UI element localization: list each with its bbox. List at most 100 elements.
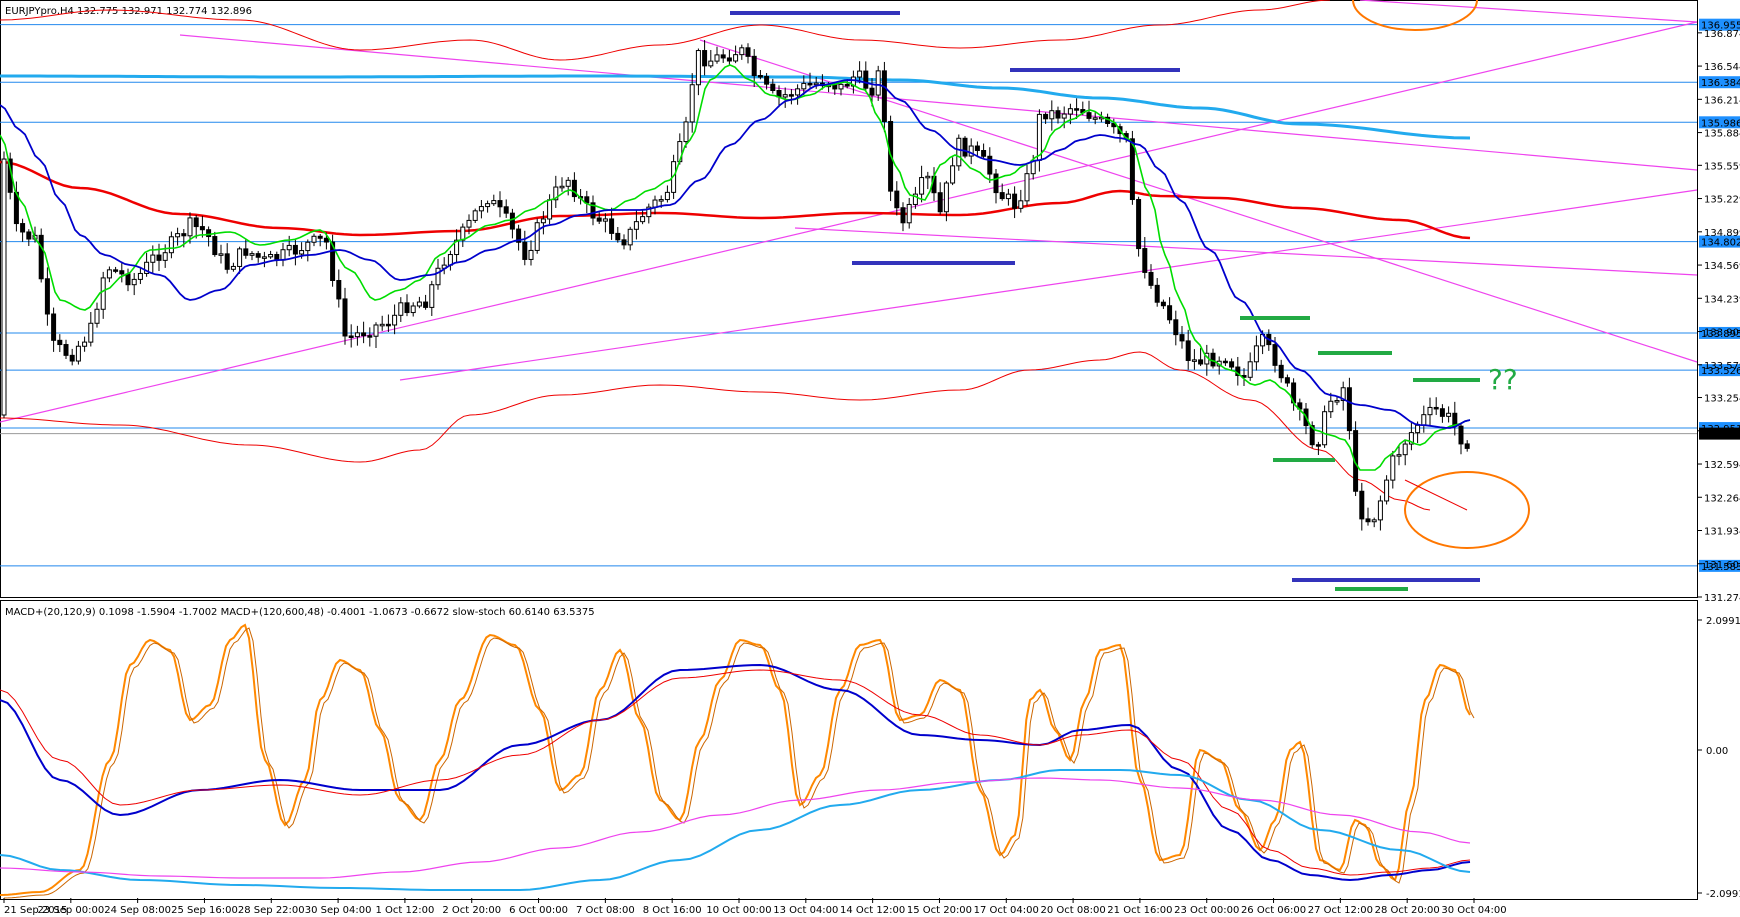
time-label: 27 Oct 12:00 xyxy=(1308,905,1373,916)
bear-candle xyxy=(1278,364,1284,379)
level-label-bg xyxy=(1699,364,1740,377)
bear-candle xyxy=(615,232,621,241)
bear-candle xyxy=(863,70,869,89)
bull-candle xyxy=(925,175,931,179)
bull-candle xyxy=(683,121,689,143)
bear-candle xyxy=(999,192,1005,200)
bear-candle xyxy=(516,228,522,243)
bear-candle xyxy=(317,235,323,239)
bear-candle xyxy=(981,150,987,157)
bull-candle xyxy=(187,217,193,237)
bear-candle xyxy=(1359,490,1365,520)
bull-candle xyxy=(131,278,137,286)
bear-candle xyxy=(113,269,119,272)
macd-long-main xyxy=(0,769,1471,891)
time-label: 20 Oct 08:00 xyxy=(1040,905,1105,916)
bull-candle xyxy=(94,308,100,324)
bull-candle xyxy=(547,199,553,220)
price-tick-label: 136.214 xyxy=(1704,95,1740,106)
price-tick-label: 131.934 xyxy=(1704,527,1740,538)
macd-main xyxy=(0,663,1471,882)
orange-ellipse-top xyxy=(1352,0,1478,31)
level-label-bg xyxy=(1699,76,1740,89)
bull-candle xyxy=(565,179,571,187)
bull-candle xyxy=(689,84,695,123)
bear-candle xyxy=(181,233,187,237)
price-tick-label: 133.909 xyxy=(1704,328,1740,339)
bull-candle xyxy=(652,199,658,208)
bull-candle xyxy=(137,272,143,280)
bear-candle xyxy=(770,83,776,92)
bull-candle xyxy=(485,203,491,208)
level-label: 133.526 xyxy=(1701,366,1740,377)
bull-candle xyxy=(1334,400,1340,403)
bear-candle xyxy=(757,75,763,78)
bear-candle xyxy=(193,217,199,228)
bear-candle xyxy=(199,226,205,231)
bull-candle xyxy=(249,253,255,256)
bear-candle xyxy=(1136,199,1142,250)
bear-candle xyxy=(1154,284,1160,303)
bull-candle xyxy=(664,191,670,201)
bear-candle xyxy=(881,70,887,122)
main-panel-frame xyxy=(0,0,1698,598)
time-label: 23 Sep 00:00 xyxy=(37,905,104,916)
time-label: 24 Sep 08:00 xyxy=(104,905,171,916)
bull-candle xyxy=(708,60,714,67)
bull-candle xyxy=(540,218,546,224)
bear-candle xyxy=(1309,425,1315,446)
cyan-ma xyxy=(0,74,1471,140)
bull-candle xyxy=(646,206,652,218)
bear-candle xyxy=(596,217,602,222)
bull-candle xyxy=(218,253,224,256)
bear-candle xyxy=(1458,425,1464,445)
bear-candle xyxy=(1365,518,1371,523)
bull-candle xyxy=(466,219,472,228)
bull-candle xyxy=(950,165,956,184)
bull-candle xyxy=(392,314,398,326)
bull-candle xyxy=(454,239,460,256)
bear-candle xyxy=(1210,352,1216,367)
bear-candle xyxy=(26,231,32,240)
price-tick-label: 134.569 xyxy=(1704,261,1740,272)
bull-candle xyxy=(850,76,856,87)
price-tick-label: 132.924 xyxy=(1704,427,1740,438)
bull-candle xyxy=(695,50,701,86)
bull-candle xyxy=(491,200,497,205)
level-label-bg xyxy=(1699,116,1740,129)
bear-candle xyxy=(1272,344,1278,366)
bull-candle xyxy=(435,267,441,286)
bear-candle xyxy=(832,84,838,90)
bear-candle xyxy=(522,241,528,260)
bull-candle xyxy=(1,158,7,416)
time-label: 30 Oct 04:00 xyxy=(1441,905,1506,916)
bull-candle xyxy=(1049,110,1055,120)
bull-candle xyxy=(714,54,720,62)
fast-ma-line xyxy=(0,64,1471,471)
bull-candle xyxy=(528,249,534,260)
sub-panel-frame xyxy=(0,600,1698,900)
bear-candle xyxy=(894,190,900,209)
bear-candle xyxy=(993,173,999,194)
bear-candle xyxy=(156,254,162,261)
bear-candle xyxy=(509,212,515,230)
time-label: 14 Oct 12:00 xyxy=(840,905,905,916)
slow-ma-line xyxy=(0,79,1471,429)
long-ma xyxy=(0,160,1471,240)
bull-candle xyxy=(559,185,565,189)
bull-candle xyxy=(1421,414,1427,426)
bull-candle xyxy=(602,218,608,222)
bear-candle xyxy=(323,237,329,243)
price-axis: 136.874 136.544 136.214 135.884 135.559 135.2… xyxy=(1698,29,1740,900)
bear-candle xyxy=(20,223,26,233)
bear-candle xyxy=(609,218,615,234)
bull-candle xyxy=(534,222,540,251)
sub-tick-label: 0.00 xyxy=(1706,746,1728,757)
bear-candle xyxy=(1148,271,1154,286)
bull-candle xyxy=(261,256,267,259)
chart-header: EURJPYpro,H4 132.775 132.971 132.774 132… xyxy=(5,6,252,17)
bear-candle xyxy=(497,200,503,208)
bull-candle xyxy=(627,228,633,246)
bull-candle xyxy=(1005,193,1011,200)
